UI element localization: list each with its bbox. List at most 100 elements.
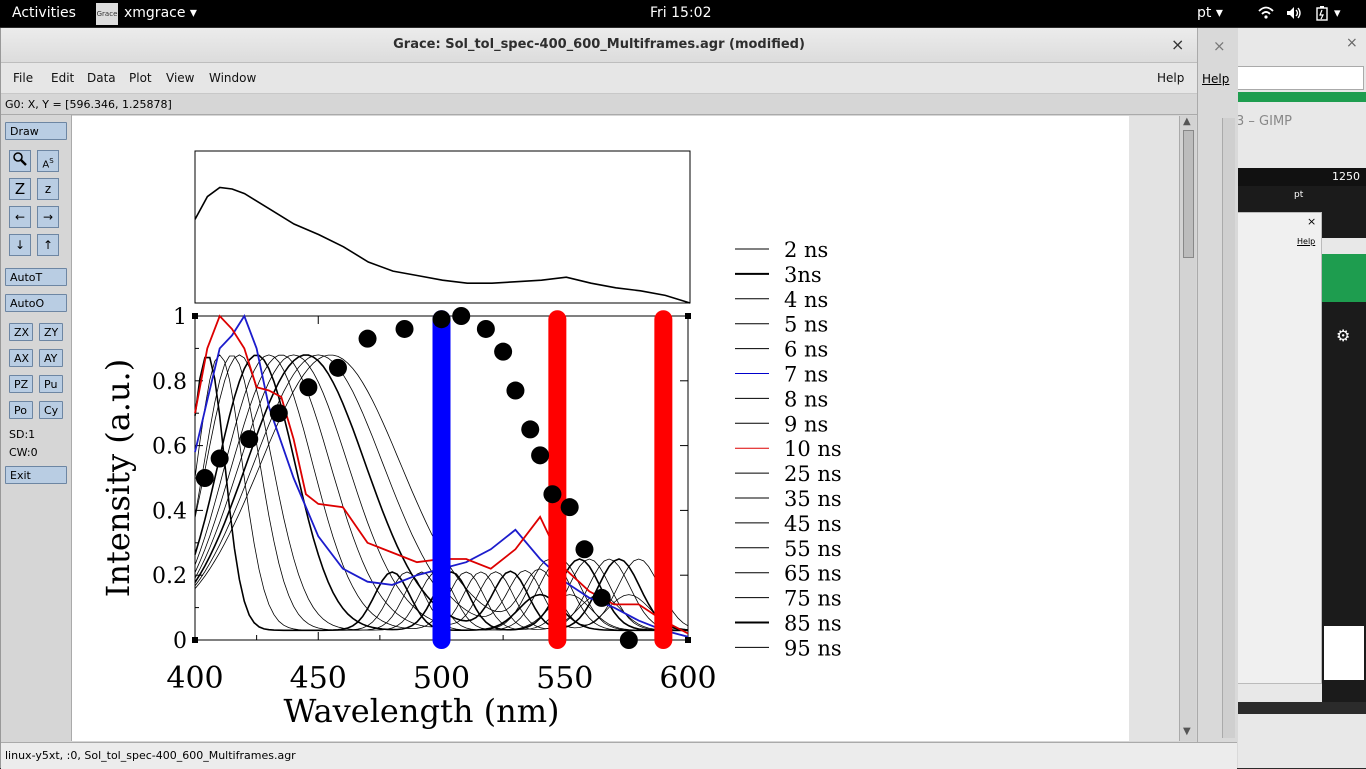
gimp-bottom-bar [1236,702,1366,714]
data-dot [531,446,550,465]
data-dot [299,378,318,397]
data-dot [395,319,414,338]
autoo-button[interactable]: AutoO [5,294,67,312]
gimp-ruler: 1250 [1236,168,1366,190]
x-tick-label: 450 [290,661,347,696]
zoom-z-small-icon[interactable]: z [37,178,59,200]
data-dot [195,469,214,487]
menu-edit[interactable]: Edit [51,71,75,85]
data-dot [521,420,540,439]
menu-plot[interactable]: Plot [129,71,152,85]
x-tick-label: 600 [659,661,716,696]
zx-button[interactable]: ZX [9,323,33,341]
legend-entry: 25 ns [784,462,842,486]
y-tick-label: 0.8 [152,370,187,395]
y-tick-label: 0 [173,629,187,654]
set-count-label: SD:1 [9,428,36,441]
menu-view[interactable]: View [166,71,195,85]
second-window-close-icon[interactable]: × [1213,37,1226,55]
arrow-down-icon[interactable]: ↓ [9,234,31,256]
menu-data[interactable]: Data [87,71,116,85]
current-world-label: CW:0 [9,446,38,459]
pz-button[interactable]: PZ [9,375,33,393]
legend-entry: 6 ns [784,338,828,362]
zoom-z-icon[interactable]: Z [9,178,31,200]
window-title: Grace: Sol_tol_spec-400_600_Multiframes.… [393,37,805,52]
legend-entry: 8 ns [784,387,828,411]
frame-handle [685,637,691,643]
data-dot [560,498,579,517]
keyboard-layout-label: pt [1197,5,1212,21]
scroll-down-icon[interactable]: ▼ [1183,726,1191,737]
status-text: linux-y5xt, :0, Sol_tol_spec-400_600_Mul… [5,749,296,762]
legend-entry: 2 ns [784,238,828,262]
exit-button[interactable]: Exit [5,466,67,484]
second-window-scrollbar[interactable] [1222,118,1235,738]
data-dot [452,307,471,325]
pu-button[interactable]: Pu [39,375,63,393]
activities-button[interactable]: Activities [12,5,76,21]
scroll-up-icon[interactable]: ▲ [1183,116,1191,127]
autot-button[interactable]: AutoT [5,268,67,286]
autoscale-text-icon[interactable]: AS [37,150,59,172]
background-gimp-window: 3 – GIMP × 1250 pt × Help ⚙ [1236,28,1366,768]
arrow-left-icon[interactable]: ← [9,206,31,228]
data-dot [619,631,638,649]
x-axis-label: Wavelength (nm) [283,692,559,730]
arrow-right-icon[interactable]: → [37,206,59,228]
data-dot [494,342,513,361]
vertical-scrollbar[interactable]: ▲ ▼ [1179,116,1196,741]
x-tick-label: 400 [166,661,223,696]
arrow-up-icon[interactable]: ↑ [37,234,59,256]
y-tick-label: 1 [173,305,187,330]
zy-button[interactable]: ZY [39,323,63,341]
thumbnail-preview [1324,626,1364,680]
app-menu-button[interactable]: xmgrace ▾ [124,5,197,21]
menu-window[interactable]: Window [209,71,257,85]
legend-entry: 4 ns [784,288,828,312]
gimp-ruler-value: 1250 [1332,170,1360,183]
legend-entry: 7 ns [784,363,828,387]
settings-gear-icon[interactable]: ⚙ [1336,326,1351,345]
wifi-icon[interactable] [1258,6,1274,24]
ax-button[interactable]: AX [9,349,33,367]
keyboard-layout-indicator[interactable]: pt ▾ [1197,5,1223,21]
gimp-kb-indicator: pt [1294,190,1304,200]
app-name: xmgrace [124,5,186,21]
clock[interactable]: Fri 15:02 [650,5,712,21]
draw-button[interactable]: Draw [5,122,67,140]
legend-entry: 9 ns [784,412,828,436]
nested-close-icon[interactable]: × [1307,215,1317,228]
gimp-green-strip [1236,92,1366,102]
menu-help[interactable]: Help [1157,71,1185,85]
window-titlebar: Grace: Sol_tol_spec-400_600_Multiframes.… [1,28,1197,63]
legend-entry: 3ns [784,263,822,287]
battery-icon[interactable] [1316,6,1328,25]
menu-file[interactable]: File [13,71,34,85]
cy-button[interactable]: Cy [39,401,63,419]
second-window-help-menu[interactable]: Help [1202,72,1230,86]
data-dot [269,404,288,423]
background-search-field[interactable] [1236,66,1364,90]
legend-entry: 85 ns [784,612,842,636]
legend-entry: 65 ns [784,562,842,586]
zoom-icon[interactable] [9,150,31,172]
scroll-thumb[interactable] [1183,130,1194,258]
top-panel-series [194,186,691,304]
close-window-icon[interactable]: × [1171,35,1185,54]
system-menu-chevron-icon[interactable]: ▾ [1334,6,1341,21]
data-dot [358,329,377,348]
ay-button[interactable]: AY [39,349,63,367]
volume-icon[interactable] [1286,6,1302,24]
data-dot [210,449,229,468]
second-window-strip: × Help [1197,28,1238,768]
nested-window: × Help [1236,212,1322,684]
plot-canvas[interactable]: 400 450 500 550 600 0 0.2 0.4 0.6 0.8 1 Wavelength … [72,116,1179,741]
po-button[interactable]: Po [9,401,33,419]
legend-entry: 35 ns [784,487,842,511]
nested-help-menu[interactable]: Help [1297,237,1316,246]
coordinates-readout: G0: X, Y = [596.346, 1.25878] [1,94,1197,115]
background-close-icon[interactable]: × [1346,35,1358,51]
data-dot [543,485,562,504]
grace-main-window: Grace: Sol_tol_spec-400_600_Multiframes.… [0,28,1238,769]
